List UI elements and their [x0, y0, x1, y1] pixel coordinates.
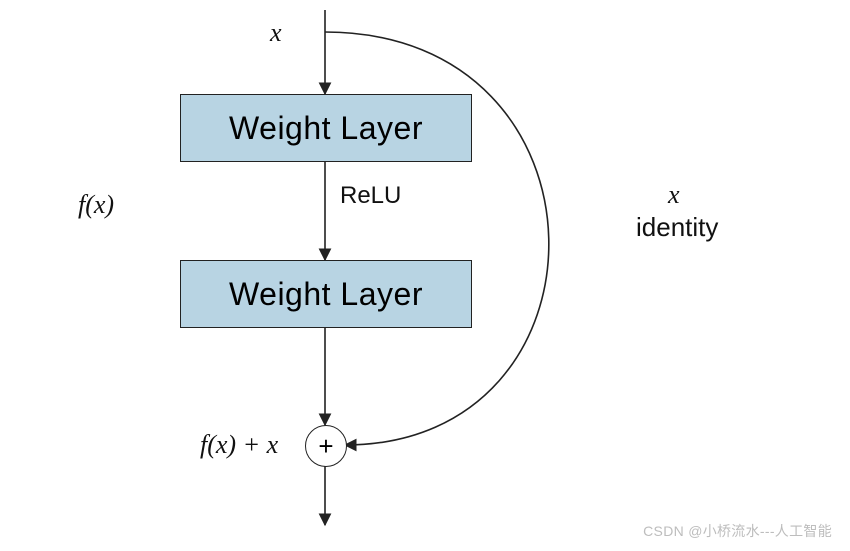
watermark-text: CSDN @小桥流水---人工智能: [643, 521, 832, 541]
weight-layer-2-text: Weight Layer: [229, 276, 423, 313]
identity-word-label: identity: [636, 212, 718, 243]
fx-label: f(x): [78, 190, 114, 220]
weight-layer-2: Weight Layer: [180, 260, 472, 328]
relu-label: ReLU: [340, 182, 401, 210]
input-x-label: x: [270, 18, 282, 48]
weight-layer-1-text: Weight Layer: [229, 110, 423, 147]
diagram-canvas: x Weight Layer ReLU f(x) Weight Layer x …: [0, 0, 850, 551]
sum-label: f(x) + x: [200, 430, 278, 460]
identity-x-label: x: [668, 180, 680, 210]
plus-icon: +: [318, 433, 333, 459]
plus-node: +: [305, 425, 347, 467]
weight-layer-1: Weight Layer: [180, 94, 472, 162]
